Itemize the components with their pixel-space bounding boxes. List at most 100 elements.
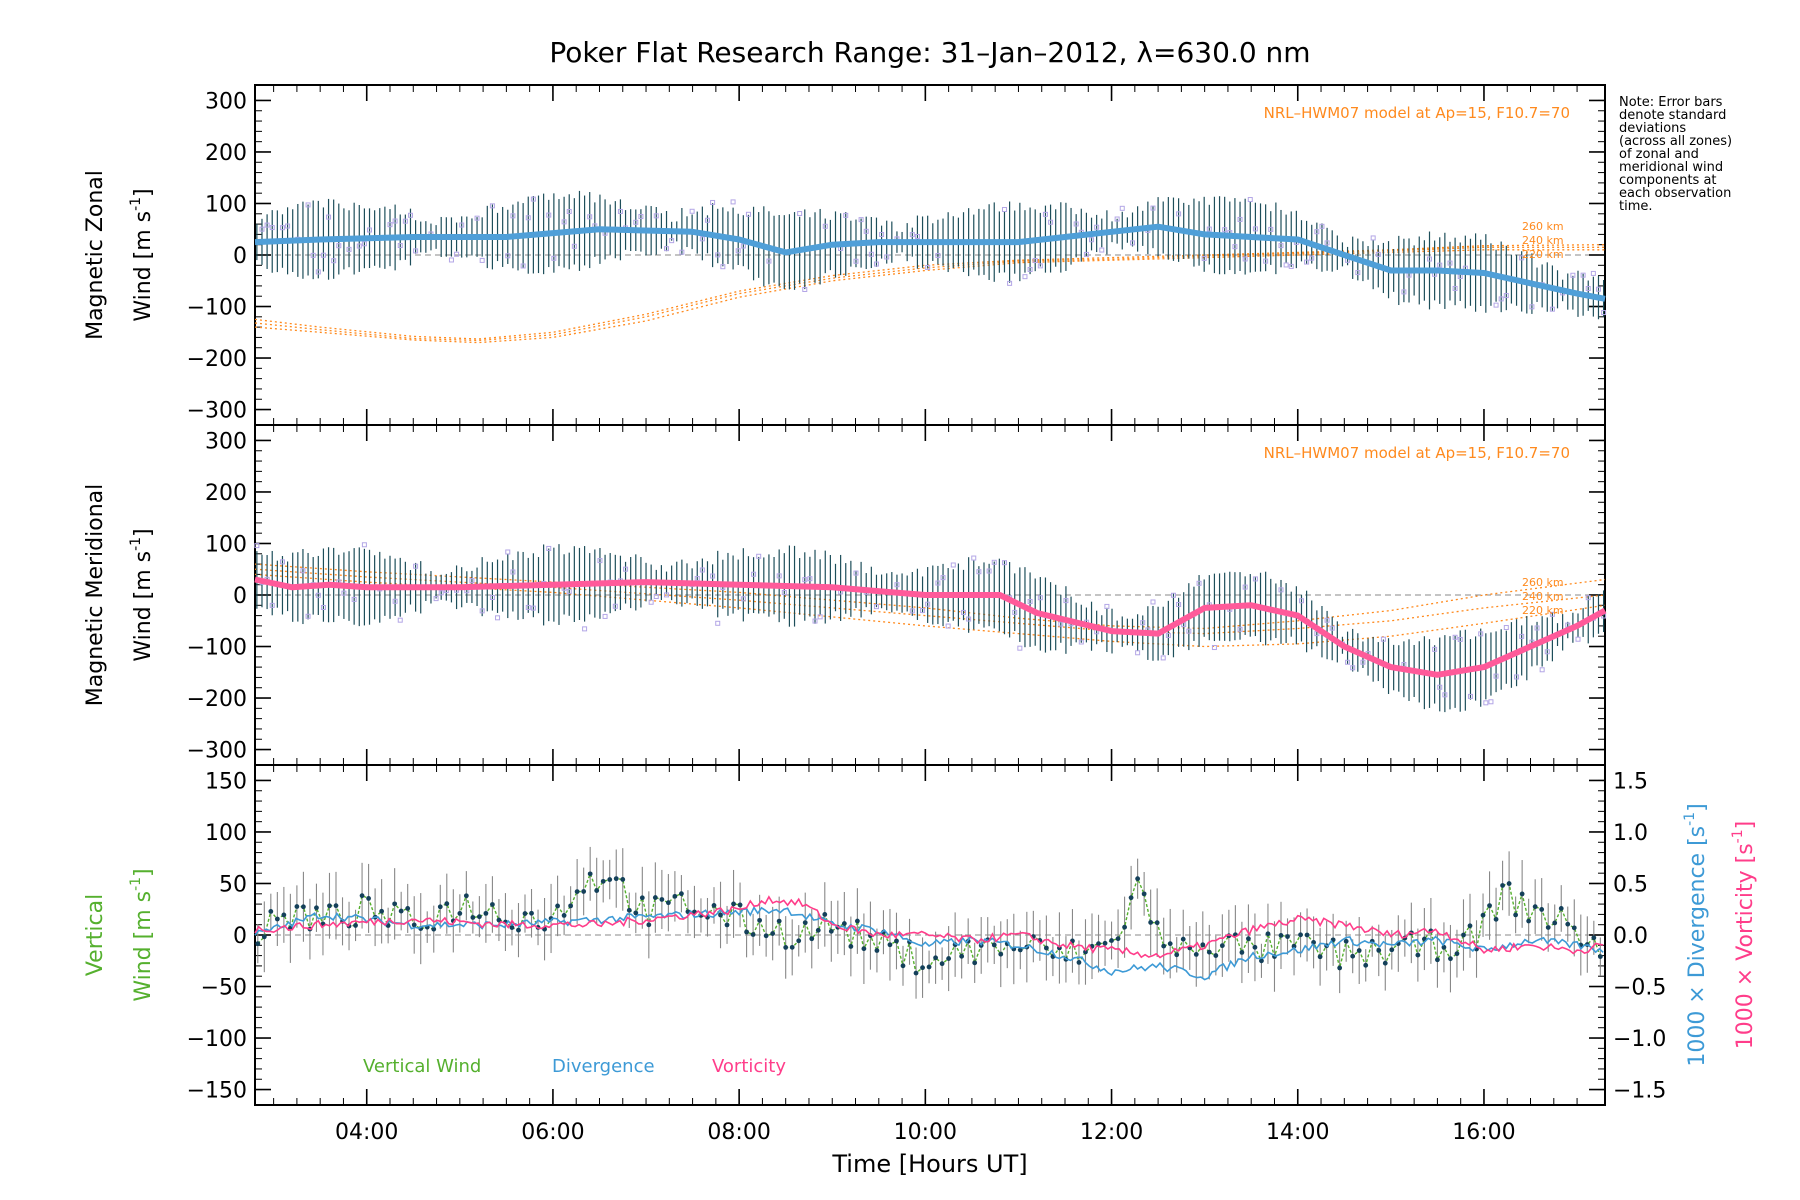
vertical-wind-marker (281, 912, 287, 918)
meridional-zone-marker (935, 580, 941, 586)
vertical-wind-marker (939, 961, 945, 967)
vertical-wind-marker (411, 922, 417, 928)
zonal-zone-marker (720, 264, 726, 270)
vertical-wind-marker (900, 963, 906, 969)
xtick-label: 16:00 (1452, 1120, 1515, 1145)
zonal-zone-marker (664, 246, 670, 252)
meridional-zone-marker (1252, 576, 1258, 582)
y2-tick-label: 1.0 (1613, 821, 1648, 846)
vertical-wind-marker (1552, 920, 1558, 926)
vertical-wind-marker (998, 951, 1004, 957)
vertical-wind-marker (920, 965, 925, 971)
zonal-zone-marker (566, 208, 572, 214)
meridional-model-alt-240: 240 km (1522, 590, 1564, 603)
zonal-zone-marker (1375, 251, 1381, 257)
zonal-zone-marker (571, 243, 577, 249)
zonal-zone-marker (715, 252, 721, 258)
zonal-zone-marker (873, 261, 879, 267)
vertical-wind-marker (261, 934, 267, 940)
zonal-zone-marker (505, 253, 511, 259)
zonal-zone-marker (1493, 302, 1499, 308)
meridional-zone-marker (715, 620, 721, 626)
vertical-wind-marker (1102, 940, 1108, 946)
meridional-zone-marker (438, 590, 444, 596)
zonal-zone-marker (1007, 280, 1013, 286)
vertical-wind-marker (672, 893, 678, 899)
zonal-ytick-label: −300 (187, 399, 247, 424)
zonal-zone-marker (879, 231, 885, 237)
zonal-zone-marker (853, 258, 859, 264)
note-line: (across all zones) (1619, 134, 1733, 149)
meridional-zone-marker (612, 603, 618, 609)
meridional-zone-marker (479, 608, 485, 614)
vertical-wind-marker (561, 913, 567, 918)
zonal-zone-marker (310, 252, 316, 258)
meridional-zone-marker (530, 605, 536, 611)
vertical-wind-marker (587, 871, 593, 877)
zonal-zone-marker (1355, 270, 1361, 276)
zonal-ytick-label: 0 (233, 244, 247, 269)
meridional-zone-marker (751, 571, 757, 577)
meridional-zone-marker (853, 570, 859, 576)
vertical-wind-marker (1448, 956, 1453, 962)
zonal-zone-marker (402, 218, 408, 224)
meridional-ytick-label: 100 (205, 532, 247, 557)
vorticity-line (254, 895, 1604, 959)
zonal-zone-marker (1032, 258, 1038, 264)
meridional-ylabel-close: ] (131, 528, 156, 537)
vertical-wind-marker (1506, 881, 1512, 886)
meridional-zone-marker (945, 623, 951, 629)
vertical-wind-marker (718, 912, 723, 918)
vorticity-axis-close: ] (1733, 821, 1758, 830)
vertical-wind-marker (1382, 960, 1388, 966)
meridional-zone-marker (489, 594, 495, 600)
zonal-zone-marker (1309, 255, 1315, 261)
zonal-zone-marker (407, 212, 413, 218)
vertical-wind-marker (333, 903, 339, 909)
zonal-zone-marker (909, 232, 915, 238)
zonal-zone-marker (822, 223, 828, 229)
vertical-wind-marker (724, 922, 730, 928)
vertical-wind-marker (496, 917, 502, 923)
meridional-zone-marker (1488, 699, 1494, 705)
zonal-zone-marker (1288, 263, 1294, 269)
figure-title: Poker Flat Research Range: 31–Jan–2012, … (549, 36, 1310, 69)
vertical-wind-marker (744, 929, 749, 935)
meridional-zone-marker (1544, 649, 1550, 655)
zonal-zone-marker (679, 249, 685, 255)
zonal-zone-marker (1427, 256, 1432, 262)
meridional-zone-marker (1078, 639, 1084, 645)
vertical-wind-marker (1539, 907, 1545, 912)
meridional-zone-marker (1017, 645, 1023, 651)
vertical-wind-marker (327, 903, 332, 909)
vertical-wind-marker (861, 946, 867, 952)
zonal-zone-marker (868, 251, 874, 257)
vertical-wind-marker (1122, 924, 1127, 930)
meridional-ytick-label: −200 (187, 687, 247, 712)
meridional-ytick-label: −100 (187, 636, 247, 661)
vertical-wind-marker (1141, 891, 1147, 897)
vertical-wind-marker (1298, 932, 1303, 938)
meridional-ytick-label: 0 (233, 584, 247, 609)
meridional-zone-marker (1452, 634, 1458, 640)
vertical-wind-marker (763, 933, 769, 939)
meridional-zone-marker (341, 590, 347, 596)
vertical-wind-marker (463, 893, 469, 899)
meridional-zone-marker (1493, 673, 1499, 679)
zonal-zone-marker (331, 258, 337, 264)
meridional-zone-marker (802, 577, 808, 583)
vertical-wind-marker (1513, 912, 1519, 918)
vertical-wind-marker (353, 923, 358, 928)
y2-tick-label: 0.0 (1613, 924, 1648, 949)
vertical-wind-marker (946, 956, 952, 961)
vertical-wind-marker (1239, 950, 1245, 955)
vertical-wind-marker (633, 910, 639, 916)
zonal-zone-marker (1590, 270, 1596, 276)
vertical-wind-marker (1193, 951, 1199, 957)
meridional-zone-marker (1001, 560, 1007, 566)
vertical-wind-marker (1461, 932, 1466, 938)
vertical-wind-marker (959, 953, 965, 959)
meridional-zone-marker (950, 562, 956, 568)
vertical-wind-marker (626, 907, 632, 913)
zonal-zone-marker (1206, 226, 1212, 232)
